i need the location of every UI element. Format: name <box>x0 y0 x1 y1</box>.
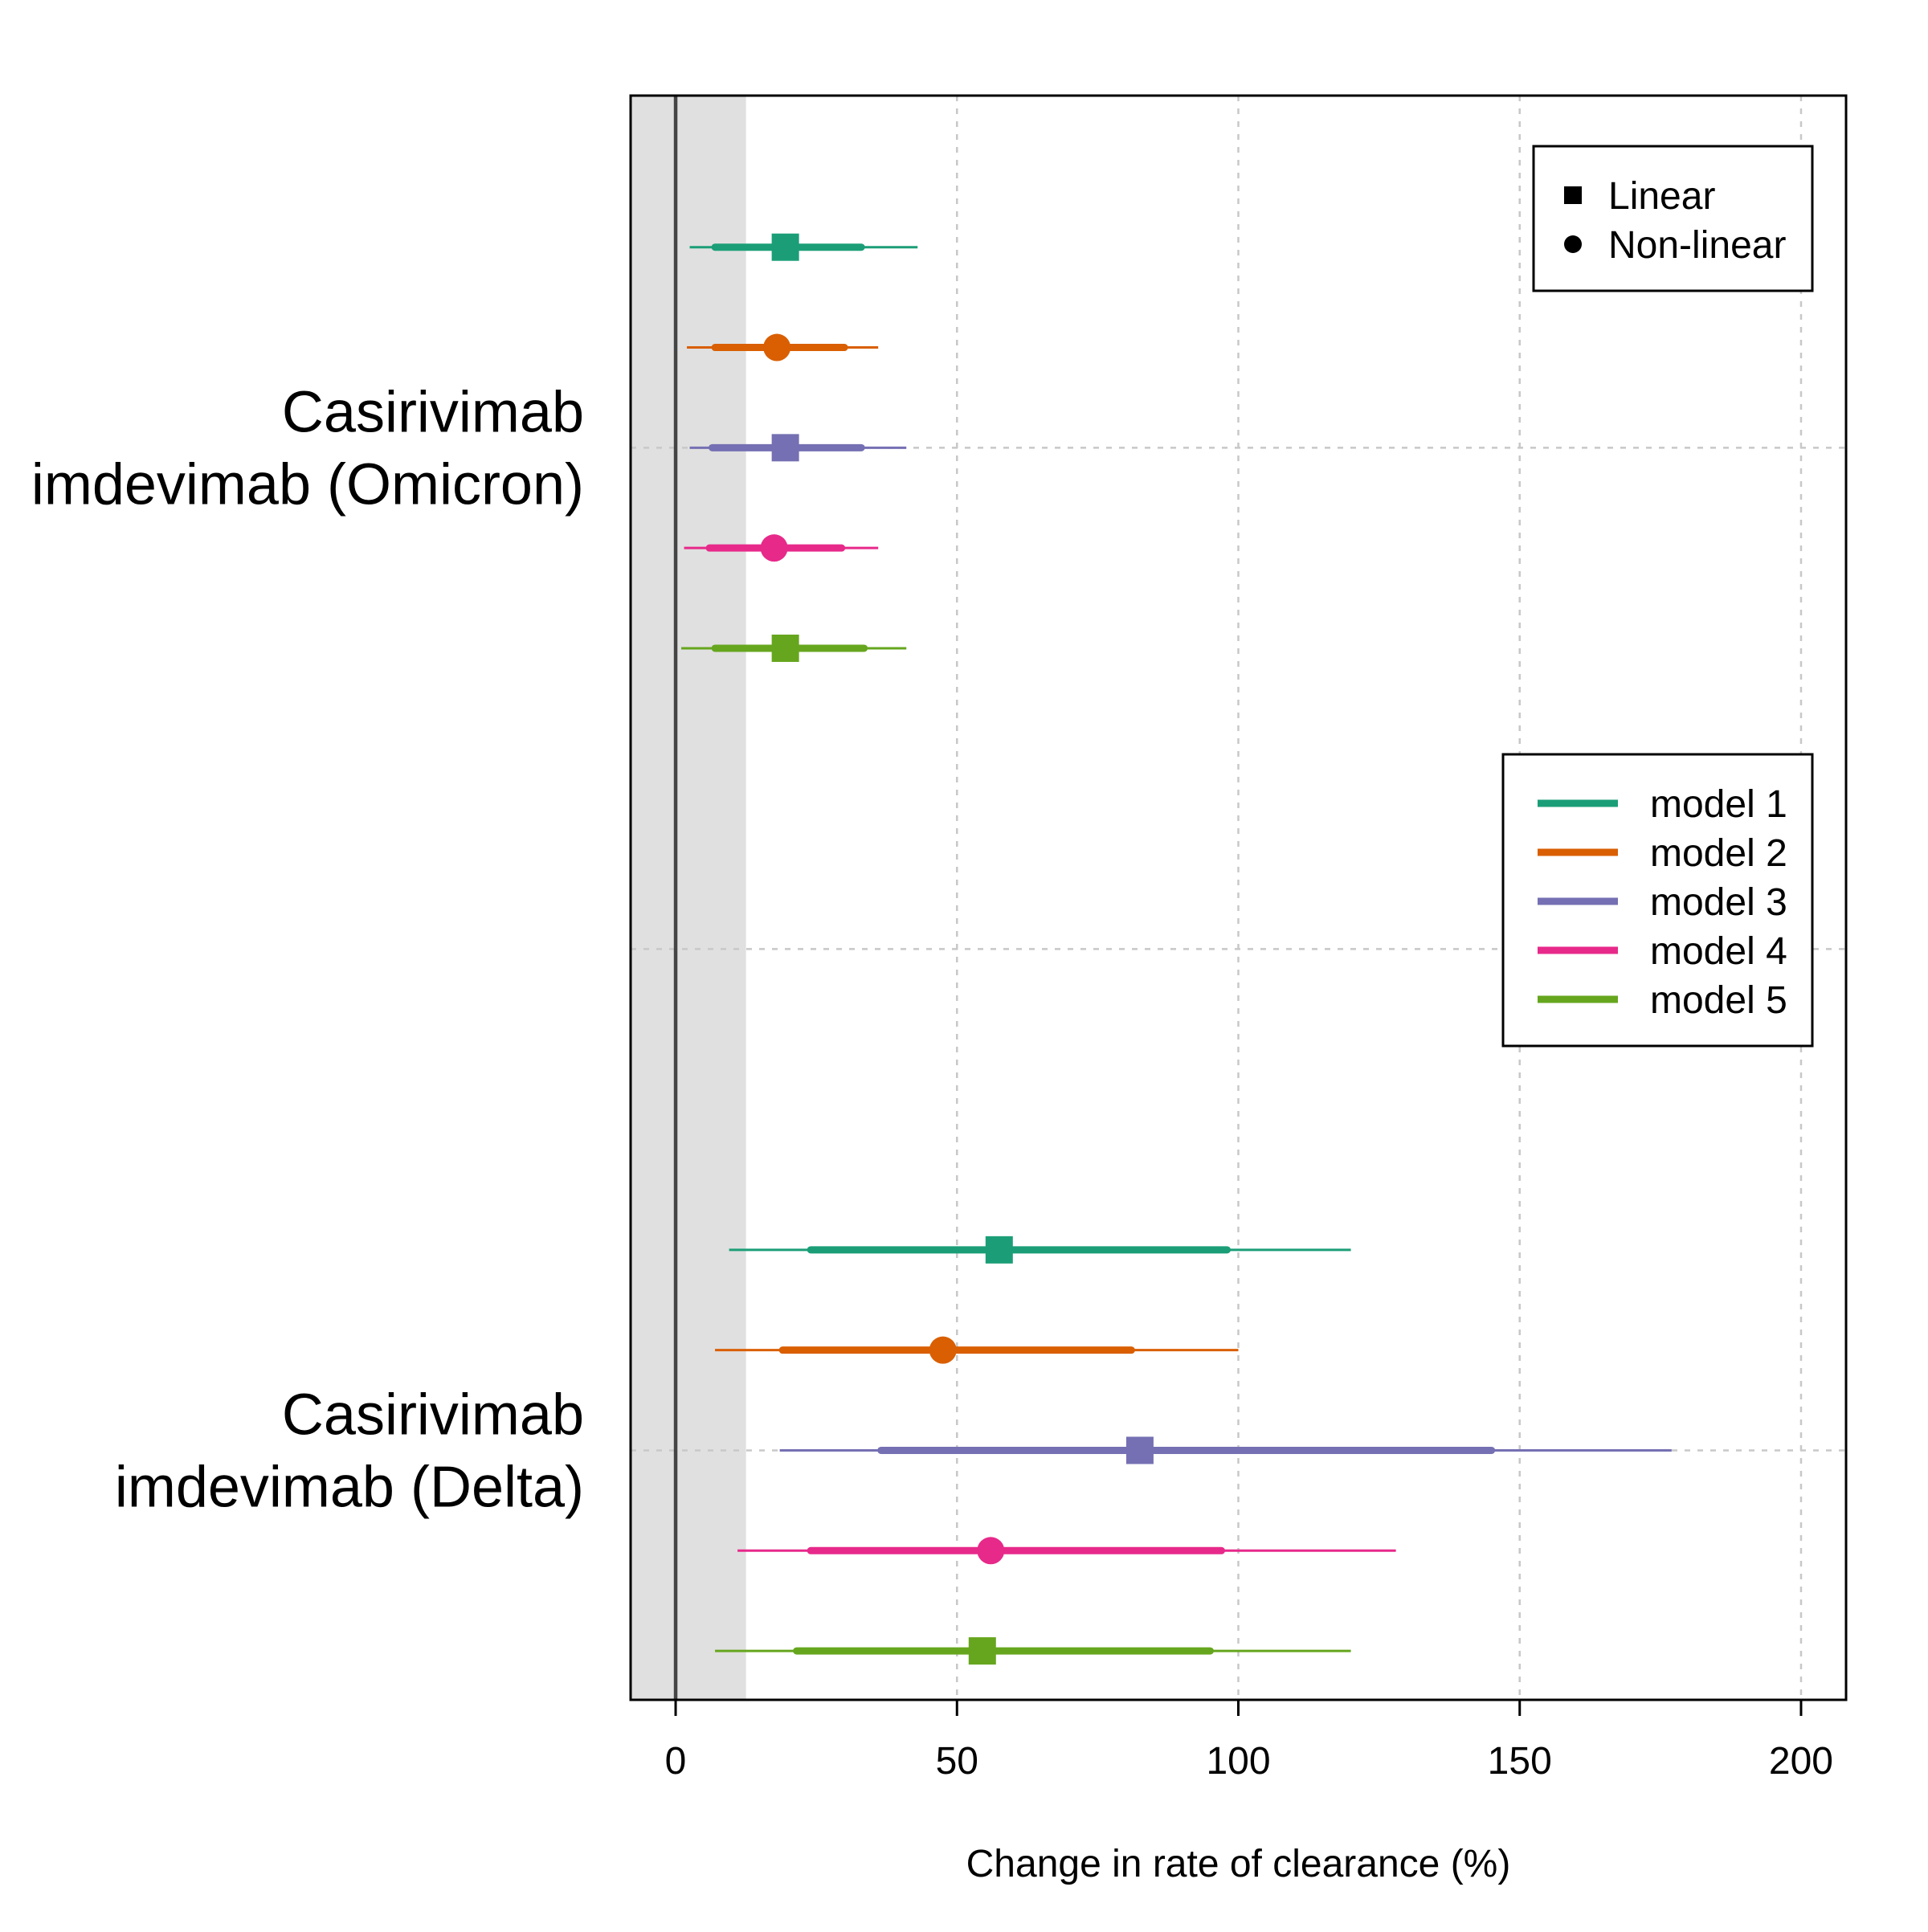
estimate-square <box>985 1236 1013 1264</box>
estimate-marks <box>681 233 1672 1665</box>
group-labels: Casirivimab imdevimab (Omicron) Casirivima… <box>31 380 584 1519</box>
estimate-row <box>689 434 907 462</box>
estimate-row <box>684 534 879 562</box>
legend-square-icon <box>1564 186 1582 204</box>
estimate-square <box>968 1637 996 1665</box>
group-label-line1: Casirivimab <box>282 380 584 444</box>
x-tick-label: 200 <box>1769 1740 1833 1783</box>
shape-legend-label: Linear <box>1608 175 1715 218</box>
shape-legend-label: Non-linear <box>1608 224 1786 267</box>
estimate-square <box>771 434 799 462</box>
estimate-row <box>687 333 879 361</box>
model-legend: model 1 model 2 model 3 model 4 model 5 <box>1501 753 1814 1048</box>
model-legend-label: model 1 <box>1650 783 1787 826</box>
estimate-circle <box>763 333 791 361</box>
plot-background <box>631 96 746 1700</box>
legend-circle-icon <box>1564 235 1582 253</box>
estimate-square <box>771 634 799 662</box>
x-tick-label: 150 <box>1488 1740 1552 1783</box>
estimate-row <box>737 1537 1396 1565</box>
estimate-circle <box>929 1336 957 1364</box>
model-legend-label: model 3 <box>1650 881 1787 924</box>
x-tick-label: 50 <box>936 1740 978 1783</box>
x-axis-title: Change in rate of clearance (%) <box>966 1843 1511 1885</box>
group-label-line2: imdevimab (Omicron) <box>31 452 584 517</box>
model-legend-label: model 5 <box>1650 979 1787 1022</box>
estimate-square <box>1125 1436 1154 1464</box>
shape-legend: Linear Non-linear <box>1532 145 1814 292</box>
model-legend-label: model 2 <box>1650 832 1787 875</box>
estimate-row <box>689 233 918 261</box>
x-axis: 0 50 100 150 200 <box>665 1698 1833 1783</box>
estimate-row <box>715 1336 1239 1364</box>
x-tick-label: 100 <box>1206 1740 1270 1783</box>
estimate-circle <box>760 534 788 562</box>
x-tick-label: 0 <box>665 1740 687 1783</box>
group-label-line2: imdevimab (Delta) <box>115 1455 584 1519</box>
estimate-circle <box>977 1537 1005 1565</box>
model-legend-label: model 4 <box>1650 930 1787 973</box>
shape-legend-box <box>1532 145 1814 292</box>
estimate-square <box>771 233 799 261</box>
estimate-row <box>681 634 907 662</box>
shaded-region <box>631 96 746 1700</box>
estimate-row <box>729 1236 1351 1264</box>
group-label-line1: Casirivimab <box>282 1383 584 1447</box>
estimate-row <box>715 1637 1351 1665</box>
estimate-row <box>779 1436 1672 1464</box>
